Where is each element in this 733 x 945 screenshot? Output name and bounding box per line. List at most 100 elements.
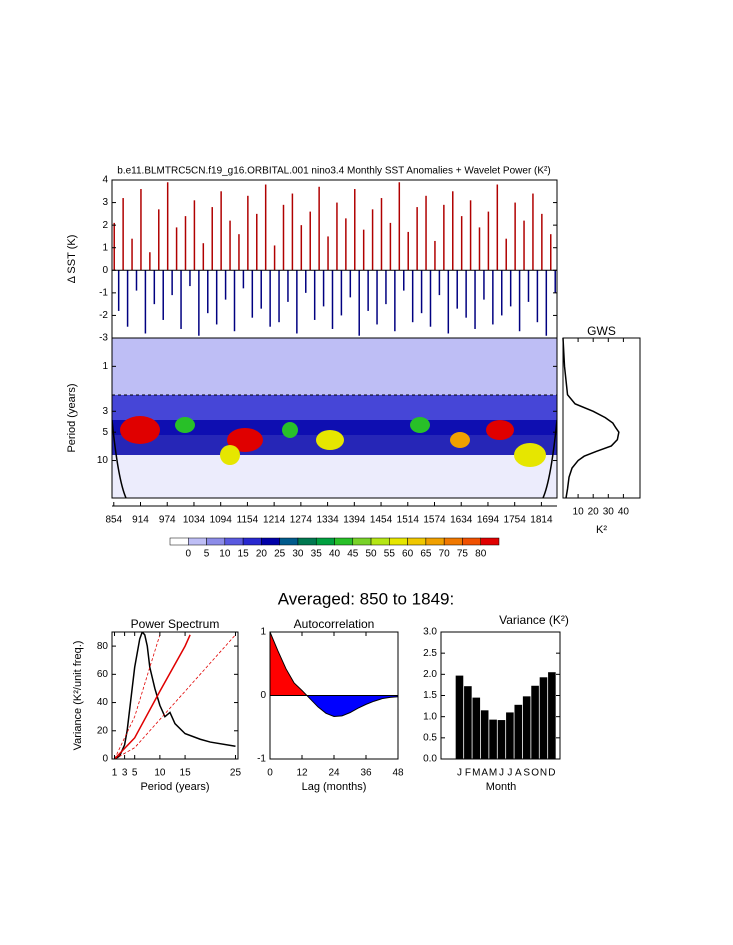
panel-title: GWS [587,324,616,338]
panel-title: Autocorrelation [294,617,375,631]
x-tick-label: D [548,768,555,779]
bar [464,686,472,759]
colorbar-label: 40 [329,549,341,560]
colorbar-label: 60 [402,549,414,560]
bar [455,675,464,759]
y-tick-label: 5 [102,427,108,438]
y-axis-label: Period (years) [66,383,78,452]
x-tick-label: A [481,768,488,779]
bar [531,685,539,759]
colorbar-box [462,537,481,546]
x-tick-label: 1514 [397,515,420,526]
colorbar-box [389,537,408,546]
spectrum-line [113,634,191,759]
y-tick-label: 3 [102,406,108,417]
heading: Averaged: 850 to 1849: [278,589,454,608]
x-tick-label: 5 [132,768,138,779]
x-axis-label: Lag (months) [302,781,367,793]
y-tick-label: 10 [97,455,109,466]
colorbar-label: 55 [384,549,396,560]
y-tick-label: 4 [102,175,108,186]
x-tick-label: O [531,768,539,779]
x-tick-label: 20 [588,507,600,518]
y-tick-label: 0 [260,690,266,701]
x-tick-label: 1214 [263,515,286,526]
colorbar-label: 70 [439,549,451,560]
bar [489,719,497,759]
x-tick-label: 15 [180,768,192,779]
y-tick-label: 60 [97,669,109,680]
colorbar-box [297,537,317,546]
axes-frame [562,337,641,499]
panel-title: Variance (K²) [499,613,569,627]
main-title: b.e11.BLMTRC5CN.f19_g16.ORBITAL.001 nino… [117,166,550,177]
x-tick-label: 1814 [530,515,553,526]
spectrum-lines [113,632,236,759]
x-tick-label: 1334 [316,515,339,526]
x-tick-label: N [540,768,547,779]
x-tick-label: J [499,768,504,779]
x-tick-label: 914 [132,515,149,526]
bar [539,677,548,759]
y-tick-label: 0.0 [423,754,437,765]
colorbar-label: 25 [274,549,286,560]
y-tick-label: -3 [99,333,108,344]
y-tick-label: 1.5 [423,690,437,701]
x-tick-label: 1634 [450,515,473,526]
colorbar-box [188,537,207,546]
y-tick-label: -1 [99,287,108,298]
colorbar-label: 45 [347,549,359,560]
y-tick-label: 2.0 [423,669,437,680]
colorbar-box [206,537,226,546]
colorbar-box [315,537,335,546]
colorbar-box [334,537,354,546]
x-axis-label: Month [486,781,517,793]
colorbar-label: 80 [475,549,487,560]
x-tick-label: 1394 [343,515,366,526]
colorbar-label: 30 [292,549,304,560]
x-tick-label: 24 [328,768,340,779]
colorbar-label: 35 [311,549,323,560]
colorbar-label: 50 [365,549,377,560]
colorbar-box [443,537,463,546]
x-tick-label: 974 [159,515,176,526]
x-tick-label: J [507,768,512,779]
y-tick-label: 0 [102,754,108,765]
y-tick-label: -1 [257,754,266,765]
x-tick-label: A [515,768,522,779]
x-tick-label: 12 [296,768,308,779]
bar [506,712,514,759]
colorbar-box [370,537,390,546]
bar [497,720,506,759]
x-tick-label: 25 [230,768,242,779]
axes-frame [111,631,239,760]
x-tick-label: 854 [105,515,122,526]
spectrum-line [114,634,161,759]
bar [472,697,481,759]
axes-frame [111,179,558,339]
wavelet-field [112,338,557,498]
x-tick-label: M [489,768,497,779]
x-tick-label: J [457,768,462,779]
gws-line [562,337,620,499]
x-tick-label: 1 [112,768,118,779]
y-tick-label: 3 [102,197,108,208]
y-tick-label: 1 [102,242,108,253]
axes-frame [111,337,558,499]
y-axis-label: Δ SST (K) [66,235,78,284]
y-axis-label: Variance (K²/unit freq.) [72,641,84,751]
x-tick-label: F [465,768,471,779]
colorbar-box [169,537,189,546]
bar [480,710,489,759]
x-tick-label: 10 [573,507,585,518]
colorbar-box [224,537,244,546]
y-tick-label: 20 [97,725,109,736]
colorbar-box [407,537,427,546]
x-tick-label: 1754 [504,515,527,526]
autocorrelation-line [269,631,399,717]
x-axis-label: K² [596,524,607,536]
bar [514,704,523,759]
x-axis-label: Period (years) [140,781,209,793]
colorbar-box [279,537,299,546]
